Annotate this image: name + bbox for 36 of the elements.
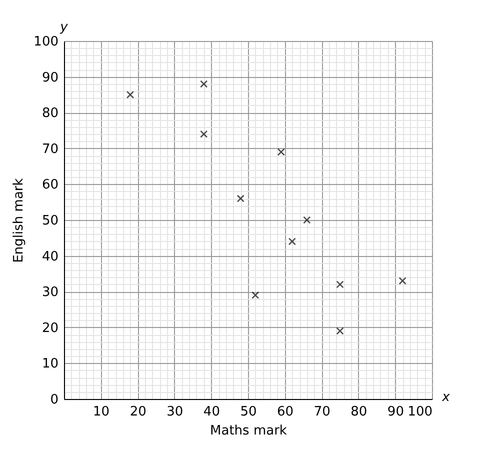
point [277,148,285,156]
y-tick-label: 70 [42,142,58,157]
y-tick-label: 90 [42,70,58,86]
point [236,194,244,202]
y-tick-label: 40 [42,249,58,264]
point [303,216,311,224]
point [252,291,260,299]
text: y [59,20,68,35]
x-tick-label: 100 [408,404,432,420]
x-tick-label: 90 [387,404,404,420]
point [200,130,208,138]
point [336,280,344,288]
x-tick-label: 30 [166,404,184,420]
point [126,90,134,99]
x-tick-label: 60 [277,404,294,420]
x-tick-label: 50 [240,404,257,420]
x-tick-label: 80 [350,404,368,420]
point [200,80,208,88]
y-tick-label: 30 [42,285,58,300]
x-tick-label: 10 [93,404,110,420]
x-tick-label: 40 [203,404,220,420]
x-tick-label: 20 [130,404,146,420]
text: x [441,390,450,405]
y-tick-label: 60 [42,178,58,193]
y-tick-label: 100 [34,34,58,50]
y-tick-label: 10 [42,356,58,372]
y-axis-title: English mark [12,178,27,263]
x-axis-title: Maths mark [210,424,288,438]
point [336,327,344,335]
y-tick-label: 50 [42,214,58,228]
point [398,277,406,285]
y-tick-label: 80 [42,106,58,122]
y-tick-label: 20 [42,320,58,336]
point [288,238,296,246]
y-tick-label: 0 [50,392,58,408]
x-tick-label: 70 [314,404,330,420]
